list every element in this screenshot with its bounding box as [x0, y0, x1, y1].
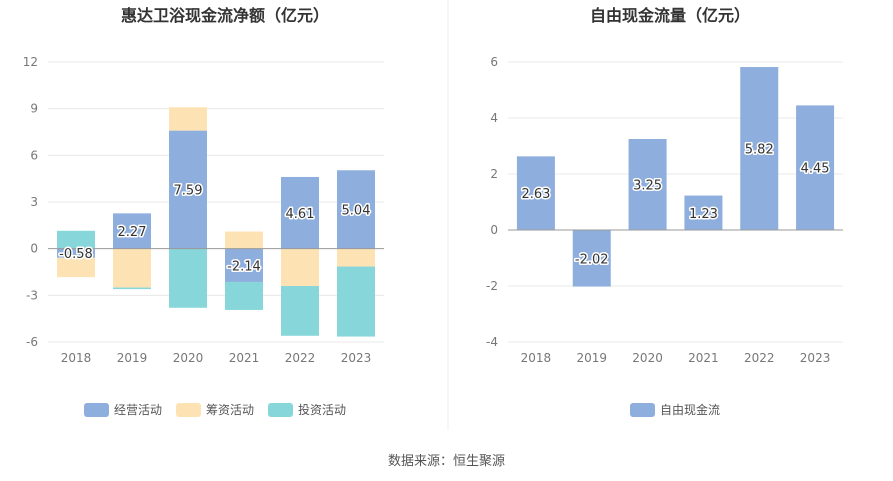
x-tick-label: 2020: [173, 351, 204, 365]
bar-fcf: [684, 195, 723, 230]
y-tick-label: 3: [30, 195, 38, 209]
x-tick-label: 2019: [576, 351, 607, 365]
bar-financing: [337, 248, 375, 267]
bar-fcf: [628, 139, 667, 230]
y-grid: 12 9 6 3 0 -3 -6: [23, 55, 384, 349]
bar-fcf: [572, 230, 611, 287]
bar-financing: [281, 248, 319, 286]
bar-investing: [169, 248, 207, 308]
y-tick-label: -6: [26, 335, 38, 349]
bar-operating: [281, 176, 319, 249]
legend-swatch-operating: [84, 403, 109, 417]
x-tick-label: 2018: [521, 351, 552, 365]
chart-title: 惠达卫浴现金流净额（亿元）: [121, 6, 329, 25]
x-tick-label: 2021: [688, 351, 719, 365]
legend: 经营活动 筹资活动 投资活动: [84, 402, 346, 417]
bar-financing: [169, 107, 207, 131]
chart-title: 自由现金流量（亿元）: [590, 6, 750, 25]
cash-flow-chart: 惠达卫浴现金流净额（亿元） 12 9 6 3 0 -3 -6 2018 2019 2020 202…: [23, 6, 384, 417]
data-label: -0.58: [59, 247, 93, 262]
bar-investing: [281, 286, 319, 336]
bar-investing: [225, 281, 263, 310]
axes: 2018 2019 2020 2021 2022 2023: [508, 229, 843, 365]
y-tick-label: 6: [490, 55, 498, 69]
data-label: -2.14: [227, 259, 261, 274]
y-tick-label: 2: [490, 167, 498, 181]
free-cash-flow-chart: 自由现金流量（亿元） 6 4 2 0 -2 -4 2018 2019 2020 2021 2022…: [486, 6, 843, 417]
data-label: 5.04: [342, 203, 371, 218]
data-label: 4.61: [286, 207, 315, 222]
bar-investing: [57, 230, 95, 249]
legend-swatch-financing: [176, 403, 201, 417]
bar-financing: [57, 257, 95, 278]
bar-fcf: [740, 67, 779, 230]
bars: [516, 67, 835, 287]
y-tick-label: -4: [486, 335, 498, 349]
y-tick-label: 6: [30, 148, 38, 162]
bar-operating: [113, 213, 151, 249]
data-label: 5.82: [745, 143, 774, 158]
x-tick-label: 2020: [632, 351, 663, 365]
y-tick-label: 0: [30, 242, 38, 256]
x-tick-label: 2019: [117, 351, 148, 365]
legend-label: 筹资活动: [206, 403, 254, 417]
legend-label: 经营活动: [114, 403, 162, 417]
bar-operating: [337, 170, 375, 249]
x-tick-label: 2021: [229, 351, 260, 365]
axes: 2018 2019 2020 2021 2022 2023: [48, 248, 384, 365]
legend-label: 投资活动: [298, 402, 346, 417]
bars: [57, 107, 375, 337]
data-label: 3.25: [633, 179, 662, 194]
bar-fcf: [796, 105, 835, 230]
data-label: 1.23: [689, 207, 718, 222]
data-labels: -0.58 2.27 7.59 -2.14 4.61 5.04: [58, 182, 372, 276]
y-tick-label: 4: [490, 111, 498, 125]
y-grid: 6 4 2 0 -2 -4: [486, 55, 843, 349]
bar-operating: [57, 248, 95, 258]
x-tick-label: 2023: [341, 351, 372, 365]
x-tick-label: 2022: [744, 351, 775, 365]
legend-swatch-investing: [268, 403, 293, 417]
bar-financing: [225, 231, 263, 249]
y-tick-label: 0: [490, 223, 498, 237]
y-tick-label: 9: [30, 102, 38, 116]
data-label: -2.02: [575, 252, 609, 267]
data-label: 7.59: [174, 184, 203, 199]
y-tick-label: -3: [26, 288, 38, 302]
bar-operating: [225, 248, 263, 282]
data-label: 2.27: [118, 225, 147, 240]
y-tick-label: -2: [486, 279, 498, 293]
bar-investing: [337, 266, 375, 337]
data-label: 4.45: [801, 162, 830, 177]
data-labels: 2.63 -2.02 3.25 1.23 5.82 4.45: [520, 141, 831, 269]
bar-financing: [113, 248, 151, 288]
legend-label: 自由现金流: [660, 402, 720, 417]
bar-fcf: [516, 156, 555, 230]
data-label: 2.63: [521, 187, 550, 202]
x-tick-label: 2018: [61, 351, 92, 365]
bar-investing: [113, 287, 151, 290]
bar-operating: [169, 130, 207, 249]
legend: 自由现金流: [630, 402, 720, 417]
y-tick-label: 12: [23, 55, 38, 69]
x-tick-label: 2023: [800, 351, 831, 365]
x-tick-label: 2022: [285, 351, 316, 365]
legend-swatch-fcf: [630, 403, 655, 417]
data-source-note: 数据来源：恒生聚源: [387, 454, 505, 469]
